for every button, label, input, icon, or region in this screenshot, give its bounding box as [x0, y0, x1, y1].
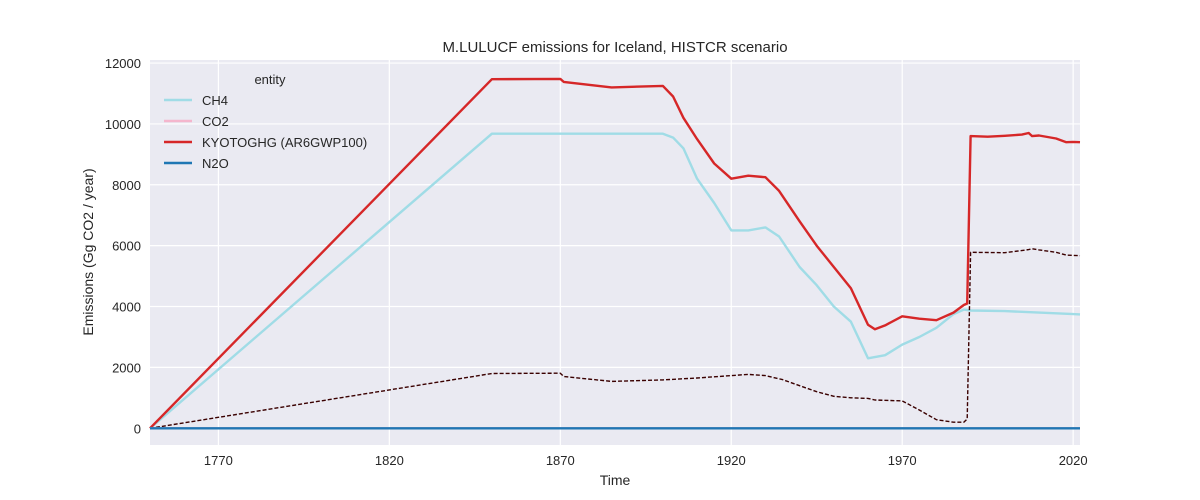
series-line-dashed-total [149, 248, 1081, 429]
legend-label: KYOTOGHG (AR6GWP100) [202, 135, 367, 150]
y-tick-label: 8000 [112, 178, 141, 193]
x-axis-label: Time [600, 472, 631, 488]
y-tick-label: 0 [134, 421, 141, 436]
y-tick-label: 10000 [105, 117, 141, 132]
x-tick-label: 2020 [1059, 453, 1088, 468]
y-tick-label: 2000 [112, 360, 141, 375]
legend: entity CH4 CO2 KYOTOGHG (AR6GWP100) N2O [164, 72, 367, 171]
legend-label: CH4 [202, 93, 228, 108]
series-lines [149, 77, 1081, 430]
x-tick-label: 1770 [204, 453, 233, 468]
y-tick-label: 4000 [112, 300, 141, 315]
y-tick-label: 6000 [112, 239, 141, 254]
tick-labels: 1770 1820 1870 1920 1970 2020 0 2000 4000 6000 800… [105, 56, 1088, 468]
plot-area [150, 60, 1080, 445]
y-tick-label: 12000 [105, 56, 141, 71]
legend-title: entity [254, 72, 286, 87]
x-tick-label: 1970 [888, 453, 917, 468]
series-line-kyotoghg-ar6gwp100 [149, 77, 1081, 430]
legend-label: N2O [202, 156, 229, 171]
x-tick-label: 1920 [717, 453, 746, 468]
chart-title: M.LULUCF emissions for Iceland, HISTCR s… [442, 39, 787, 56]
x-tick-label: 1870 [546, 453, 575, 468]
legend-label: CO2 [202, 114, 229, 129]
y-axis-label: Emissions (Gg CO2 / year) [80, 168, 96, 335]
series-line-ch4 [149, 132, 1081, 430]
x-tick-label: 1820 [375, 453, 404, 468]
